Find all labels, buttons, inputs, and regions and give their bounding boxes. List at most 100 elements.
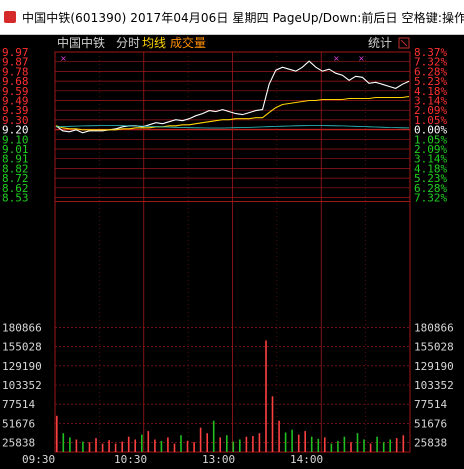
price-lines: × × × xyxy=(55,54,410,134)
volume-bar xyxy=(121,441,123,452)
volume-bar xyxy=(206,433,208,452)
volume-tick-label-right: 103352 xyxy=(414,379,454,392)
volume-bar xyxy=(82,441,84,452)
volume-bar xyxy=(167,437,169,452)
price-tick-label: 9.59 xyxy=(2,85,29,98)
volume-bar xyxy=(56,415,58,452)
volume-bar xyxy=(95,438,97,452)
volume-bar xyxy=(343,436,346,452)
volume-tick-label-right: 155028 xyxy=(414,341,454,354)
volume-bar xyxy=(291,429,293,452)
volume-bar xyxy=(356,433,359,452)
volume-tick-label: 25838 xyxy=(2,436,35,449)
stats-button[interactable]: 统计 xyxy=(368,36,392,50)
close-panel-icon[interactable] xyxy=(398,37,410,49)
volume-bar xyxy=(173,443,176,452)
volume-bar xyxy=(219,437,221,452)
price-tick-label: 8.62 xyxy=(2,182,29,195)
price-tick-label: 8.72 xyxy=(2,172,29,185)
percent-tick-label: 2.09% xyxy=(414,104,447,117)
volume-tick-label: 77514 xyxy=(2,398,35,411)
percent-tick-label: 8.37% xyxy=(414,46,447,59)
volume-bar xyxy=(317,438,320,452)
price-tick-label: 8.82 xyxy=(2,162,29,175)
volume-bar xyxy=(75,439,78,452)
volume-bar xyxy=(154,439,156,452)
price-tick-label: 9.10 xyxy=(2,133,29,146)
price-tick-label: 9.87 xyxy=(2,56,29,69)
volume-tick-label-right: 25838 xyxy=(414,436,447,449)
volume-tick-label: 180866 xyxy=(2,322,42,335)
volume-bar xyxy=(88,442,91,452)
timeshare-chart[interactable]: 9.979.879.789.689.599.499.399.309.209.10… xyxy=(0,34,464,469)
volume-bar xyxy=(108,440,110,452)
time-axis: 09:30 10:30 13:00 14:00 xyxy=(22,453,323,466)
volume-bar xyxy=(337,440,339,452)
volume-bar xyxy=(278,420,280,452)
volume-bar xyxy=(127,436,130,452)
percent-tick-label: 4.18% xyxy=(414,85,447,98)
percent-axis: 8.37%7.32%6.28%5.23%4.18%3.14%2.09%1.05%… xyxy=(414,46,454,449)
volume-bar xyxy=(324,437,326,452)
tab-volume[interactable]: 成交量 xyxy=(170,35,206,50)
percent-tick-label: 6.28% xyxy=(414,182,447,195)
title-bar: 中国中铁(601390) 2017年04月06日 星期四 PageUp/Down… xyxy=(0,0,464,35)
volume-tick-label: 155028 xyxy=(2,341,42,354)
price-tick-label: 9.68 xyxy=(2,75,29,88)
percent-tick-label: 0.00% xyxy=(414,124,447,137)
volume-bar xyxy=(265,340,267,452)
stock-name-label: 中国中铁 xyxy=(57,35,105,50)
volume-tick-label: 51676 xyxy=(2,417,35,430)
volume-bar xyxy=(160,440,163,452)
volume-bar xyxy=(363,439,365,452)
volume-tick-label: 129190 xyxy=(2,360,42,373)
volume-bar xyxy=(212,420,215,452)
price-tick-label: 9.49 xyxy=(2,95,29,108)
close-panel-icon-mark xyxy=(400,39,408,47)
event-marker: × xyxy=(333,54,340,63)
volume-bar xyxy=(389,439,391,452)
volume-bar xyxy=(186,440,189,452)
chart-grid xyxy=(54,51,411,453)
volume-bar xyxy=(141,434,143,452)
volume-bar xyxy=(69,437,71,452)
volume-bar xyxy=(395,438,398,452)
time-tick-label: 13:00 xyxy=(202,453,235,466)
tab-fenshi[interactable]: 分时 xyxy=(116,36,140,50)
volume-bar xyxy=(369,443,372,452)
ratio-line xyxy=(55,125,410,129)
time-tick-label: 09:30 xyxy=(22,453,55,466)
volume-bar xyxy=(310,436,313,452)
volume-bar xyxy=(350,442,352,452)
volume-bar xyxy=(62,433,65,452)
time-tick-label: 14:00 xyxy=(290,453,323,466)
chart-header: 中国中铁 分时 均线 成交量 统计 xyxy=(57,35,410,50)
percent-tick-label: 3.14% xyxy=(414,153,447,166)
percent-tick-label: 2.09% xyxy=(414,143,447,156)
volume-bar xyxy=(232,441,235,452)
percent-tick-label: 1.05% xyxy=(414,114,447,127)
volume-tick-label: 103352 xyxy=(2,379,42,392)
volume-bar xyxy=(199,427,202,452)
price-tick-label: 8.53 xyxy=(2,192,29,205)
volume-bar xyxy=(226,435,228,452)
window-title: 中国中铁(601390) 2017年04月06日 星期四 PageUp/Down… xyxy=(22,11,464,25)
volume-bar xyxy=(134,439,136,452)
percent-tick-label: 4.18% xyxy=(414,162,447,175)
price-tick-label: 8.91 xyxy=(2,153,29,166)
volume-bar xyxy=(297,434,300,452)
volume-bar xyxy=(382,442,385,452)
volume-bar xyxy=(304,431,306,452)
volume-bar xyxy=(239,439,241,452)
percent-tick-label: 3.14% xyxy=(414,95,447,108)
series-line-均线 xyxy=(55,95,410,131)
volume-bar xyxy=(193,442,195,452)
percent-tick-label: 7.32% xyxy=(414,192,447,205)
volume-tick-label-right: 77514 xyxy=(414,398,447,411)
tab-junxian[interactable]: 均线 xyxy=(142,36,166,50)
volume-bar xyxy=(114,443,117,452)
event-marker: × xyxy=(60,54,67,63)
volume-bar xyxy=(180,435,182,452)
series-line-分时 xyxy=(55,60,410,134)
percent-tick-label: 5.23% xyxy=(414,172,447,185)
